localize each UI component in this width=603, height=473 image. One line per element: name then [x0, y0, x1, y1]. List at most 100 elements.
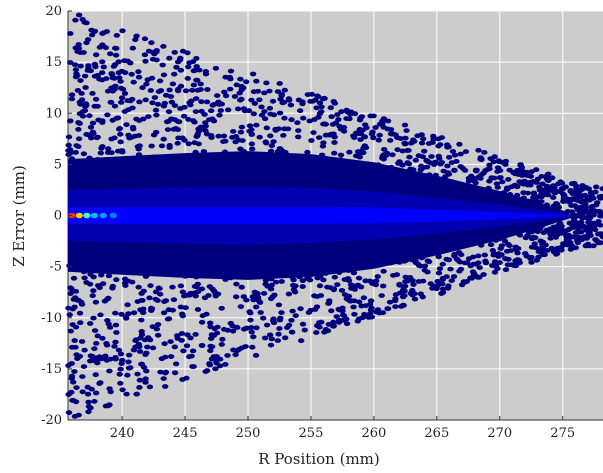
data-point [91, 399, 97, 404]
data-point [136, 385, 142, 390]
data-point [116, 75, 122, 80]
data-point [118, 312, 124, 317]
data-point [390, 273, 396, 278]
data-point [264, 323, 270, 328]
data-point [314, 304, 320, 309]
data-point [451, 274, 457, 279]
data-point [194, 78, 200, 83]
data-point [79, 339, 85, 344]
x-tick-label: 265 [424, 426, 449, 441]
data-point [277, 81, 283, 86]
data-point [370, 114, 376, 119]
data-point [342, 277, 348, 282]
data-point [70, 322, 76, 327]
data-point [157, 79, 163, 84]
data-point [138, 298, 144, 303]
data-point [290, 283, 296, 288]
data-point [247, 123, 253, 128]
data-point [123, 122, 129, 127]
data-point [199, 287, 205, 292]
data-point [150, 346, 156, 351]
data-point [72, 338, 78, 343]
data-point [520, 182, 526, 187]
data-point [93, 300, 99, 305]
data-point [77, 311, 83, 316]
data-point [115, 116, 121, 121]
y-tick-label: 5 [54, 157, 62, 172]
data-point [300, 116, 306, 121]
data-point [136, 100, 142, 105]
data-point [163, 298, 169, 303]
data-point [112, 46, 118, 51]
data-point [346, 116, 352, 121]
data-point [191, 83, 197, 88]
data-point [583, 243, 589, 248]
data-point [180, 349, 186, 354]
data-point [511, 263, 517, 268]
data-point [107, 325, 113, 330]
data-point [538, 195, 544, 200]
data-point [539, 242, 545, 247]
data-point [260, 316, 266, 321]
data-point [103, 45, 109, 50]
data-point [300, 284, 306, 289]
data-point [140, 117, 146, 122]
data-point [171, 127, 177, 132]
data-point [233, 282, 239, 287]
data-point [137, 349, 143, 354]
data-point [198, 99, 204, 104]
data-point [155, 102, 161, 107]
data-point [411, 139, 417, 144]
data-point [472, 274, 478, 279]
x-tick-label: 270 [487, 426, 512, 441]
data-point [475, 148, 481, 153]
data-point [361, 295, 367, 300]
data-point [67, 31, 73, 36]
data-point [570, 235, 576, 240]
data-point [351, 312, 357, 317]
data-point [219, 337, 225, 342]
data-point [316, 135, 322, 140]
data-point [295, 135, 301, 140]
x-tick-label: 255 [299, 426, 324, 441]
data-point [307, 99, 313, 104]
data-point [132, 345, 138, 350]
data-point [142, 59, 148, 64]
data-point [477, 176, 483, 181]
data-point [93, 391, 99, 396]
data-point [583, 185, 589, 190]
data-point [585, 234, 591, 239]
data-point [505, 177, 511, 182]
data-point [122, 70, 128, 75]
data-point [313, 330, 319, 335]
data-point [172, 117, 178, 122]
data-point [193, 109, 199, 114]
data-point [499, 243, 505, 248]
data-point [253, 353, 259, 358]
data-point [288, 117, 294, 122]
data-point [74, 356, 80, 361]
data-point [122, 91, 128, 96]
y-tick-label: 15 [45, 55, 62, 70]
data-point [328, 105, 334, 110]
data-point [66, 143, 72, 148]
data-point [225, 108, 231, 113]
data-point [91, 346, 97, 351]
data-point [267, 106, 273, 111]
data-point [320, 278, 326, 283]
data-point [311, 117, 317, 122]
data-point [375, 307, 381, 312]
data-point [85, 68, 91, 73]
y-tick-label: -5 [49, 260, 62, 275]
data-point [212, 357, 218, 362]
data-point [419, 141, 425, 146]
data-point [81, 364, 87, 369]
data-point [103, 76, 109, 81]
data-point [395, 161, 401, 166]
y-tick-label: 10 [45, 106, 62, 121]
data-point [388, 127, 394, 132]
data-point [71, 305, 77, 310]
data-point [106, 386, 112, 391]
data-point [153, 108, 159, 113]
data-point [223, 93, 229, 98]
